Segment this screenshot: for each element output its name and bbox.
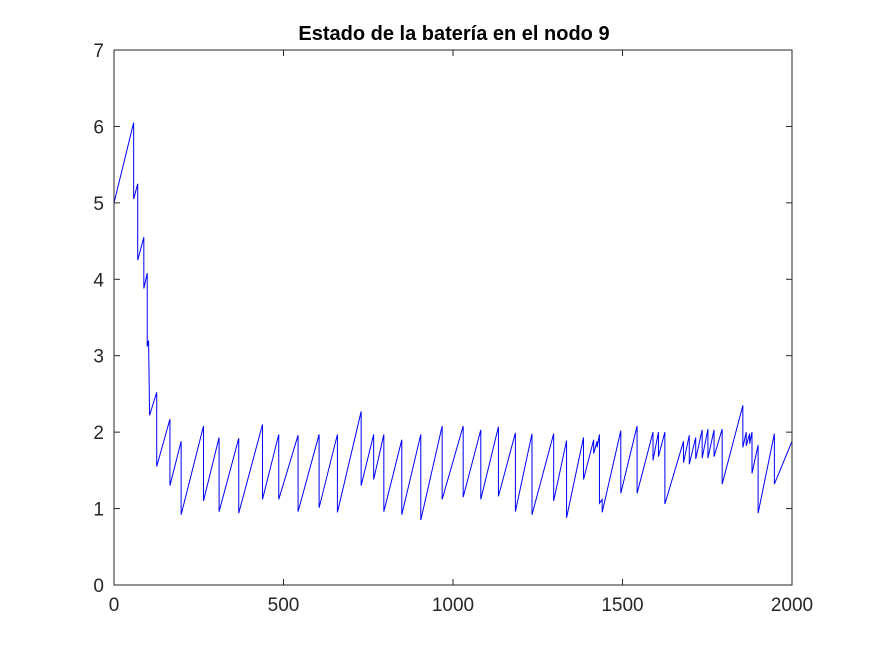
x-tick-label: 1000: [432, 595, 474, 616]
y-tick-label: 5: [93, 194, 104, 215]
x-tick-label: 1500: [601, 595, 643, 616]
axes: 0 500 1000 1500 2000 0 1 2 3 4 5 6 7: [93, 41, 813, 616]
y-tick-label: 4: [93, 270, 104, 291]
y-tick-label: 2: [93, 423, 104, 444]
y-tick-label: 3: [93, 347, 104, 368]
plot-area: [113, 122, 793, 521]
x-tick-label: 500: [268, 595, 300, 616]
y-tick-label: 1: [93, 500, 104, 521]
x-tick-label: 0: [109, 595, 120, 616]
series-line-1: [113, 122, 793, 521]
x-tick-label: 2000: [771, 595, 813, 616]
y-tick-label: 0: [93, 576, 104, 597]
y-tick-label: 7: [93, 41, 104, 62]
chart-title: Estado de la batería en el nodo 9: [298, 23, 609, 45]
y-tick-label: 6: [93, 117, 104, 138]
